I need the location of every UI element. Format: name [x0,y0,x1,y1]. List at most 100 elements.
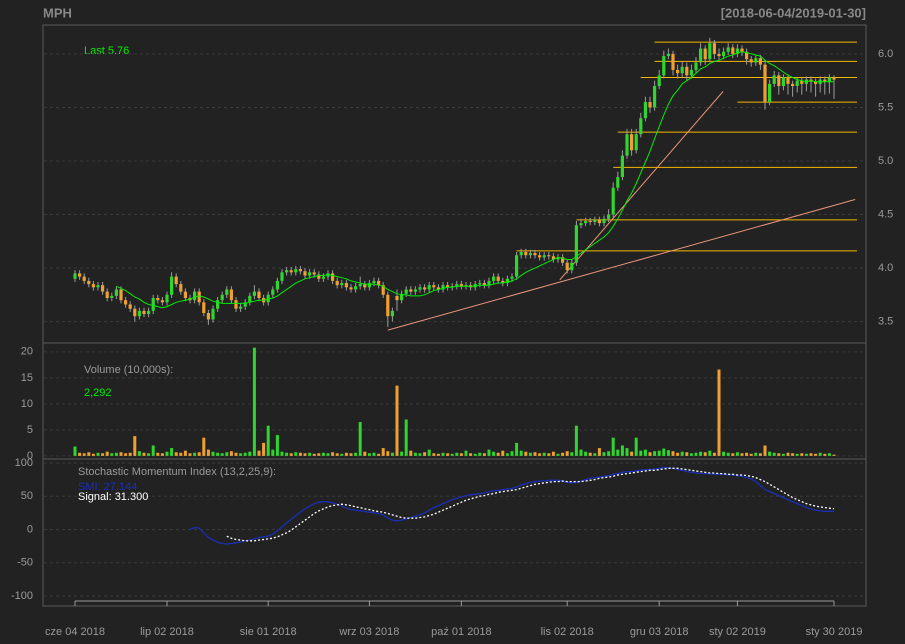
candle-body [317,274,321,279]
volume-bar [220,453,224,456]
candle-body [712,43,716,54]
last-price: Last 5.76 [84,45,129,57]
volume-bar [234,452,238,456]
candle-body [220,294,224,301]
volume-bar [432,453,436,456]
volume-bar [206,449,210,456]
candle-body [689,69,693,76]
candle-body [298,269,302,272]
volume-bar [211,451,215,456]
volume-bar [712,452,716,456]
volume-bar [450,453,454,456]
volume-bar [358,422,362,456]
candle-body [662,56,666,76]
candle-body [749,59,753,63]
candle-body [73,273,77,279]
candle-body [225,289,229,295]
volume-bar [593,453,597,456]
volume-bar [331,452,335,456]
candle-body [653,86,657,108]
volume-bar [395,385,399,456]
volume-bar [147,453,151,456]
x-tick-label: sie 01 2018 [240,626,297,638]
candle-body [515,255,519,277]
candle-body [446,285,450,288]
candle-body [607,214,611,219]
volume-bar [574,425,578,456]
candle-body [791,83,795,87]
candle-body [584,220,588,224]
volume-bar [648,452,652,456]
volume-bar [377,453,381,456]
candle-body [694,62,698,70]
candle-body [354,286,358,290]
y-tick-label: 20 [21,346,33,358]
volume-bar [547,453,551,456]
volume-bar [446,453,450,456]
volume-bar [285,452,289,456]
volume-bar [607,451,611,456]
candle-body [570,262,574,271]
candle-body [754,58,758,63]
candle-body [363,284,367,288]
x-tick-label: gru 03 2018 [630,626,689,638]
y-tick-label: 50 [21,490,33,502]
candle-body [501,280,505,284]
candle-body [781,77,785,87]
volume-bar [133,436,137,456]
candle-body [763,64,767,103]
volume-bar [151,445,155,456]
candle-body [82,276,86,281]
volume-bar [179,452,183,456]
volume-bar [588,452,592,456]
candle-body [114,289,118,296]
volume-bar [515,442,519,456]
volume-bar [427,449,431,456]
volume-bar [561,452,565,456]
candle-body [731,47,735,54]
volume-bar [556,453,560,456]
candle-body [597,219,601,224]
volume-bar [170,448,174,456]
candle-body [528,253,532,256]
volume-bar [436,453,440,456]
volume-bar [294,452,298,456]
candle-body [482,283,486,286]
volume-bar [763,445,767,456]
y-tick-label: -100 [11,590,33,602]
candle-body [740,48,744,52]
volume-bar [340,453,344,456]
indicator-line [189,466,835,545]
volume-bar [275,435,279,456]
volume-bar [584,451,588,456]
volume-bar [455,452,459,456]
indicator-panel [42,458,867,607]
volume-bar [142,452,146,456]
volume-bar [602,452,606,456]
candle-body [561,257,565,263]
candle-body [556,257,560,260]
candle-body [312,272,316,275]
volume-bar [441,452,445,456]
volume-bar [565,451,569,456]
volume-bar [413,452,417,456]
volume-bar [459,453,463,456]
volume-bar [510,451,514,456]
volume-bar [344,452,348,456]
volume-bar [312,453,316,456]
candle-body [630,134,634,151]
candle-body [726,47,730,52]
x-tick-label: sty 30 2019 [806,626,863,638]
volume-bar [519,450,523,456]
candle-body [211,308,215,320]
candle-body [786,77,790,84]
volume-bar [252,347,256,456]
candle-body [101,285,105,292]
volume-bar [202,437,206,456]
candle-body [441,285,445,290]
volume-bar [183,450,187,456]
volume-bar [114,452,118,456]
volume-bar [538,453,542,456]
candle-body [234,300,238,309]
candle-body [340,283,344,286]
